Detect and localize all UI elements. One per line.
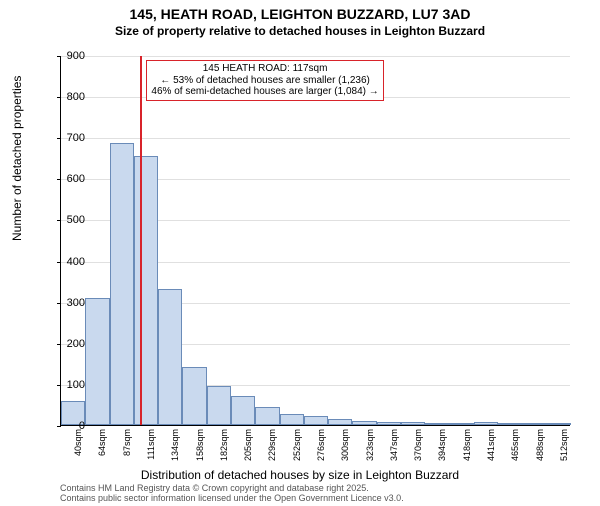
ytick-label: 700 xyxy=(55,132,85,144)
xtick-label: 276sqm xyxy=(316,429,326,469)
ytick-label: 100 xyxy=(55,379,85,391)
gridline xyxy=(61,138,570,139)
gridline xyxy=(61,56,570,57)
ytick-label: 600 xyxy=(55,173,85,185)
footer-line-2: Contains public sector information licen… xyxy=(60,494,404,504)
xtick-label: 370sqm xyxy=(413,429,423,469)
xtick-label: 87sqm xyxy=(122,429,132,469)
xtick-label: 158sqm xyxy=(195,429,205,469)
ytick-label: 500 xyxy=(55,214,85,226)
footer-attribution: Contains HM Land Registry data © Crown c… xyxy=(60,484,404,504)
histogram-bar xyxy=(280,414,304,426)
xtick-label: 40sqm xyxy=(73,429,83,469)
annotation-line: 145 HEATH ROAD: 117sqm xyxy=(151,63,378,75)
xtick-label: 134sqm xyxy=(170,429,180,469)
ytick-label: 900 xyxy=(55,50,85,62)
ytick-label: 200 xyxy=(55,338,85,350)
page-subtitle: Size of property relative to detached ho… xyxy=(0,24,600,38)
annotation-box: 145 HEATH ROAD: 117sqm← 53% of detached … xyxy=(146,60,383,101)
histogram-bar xyxy=(352,421,376,425)
histogram-bar xyxy=(522,423,546,425)
histogram-bar xyxy=(85,298,109,425)
histogram-bar xyxy=(207,386,231,425)
chart-plot-area: 40sqm64sqm87sqm111sqm134sqm158sqm182sqm2… xyxy=(60,56,570,426)
xtick-label: 64sqm xyxy=(97,429,107,469)
histogram-bar xyxy=(182,367,206,425)
ytick-label: 800 xyxy=(55,91,85,103)
page-title: 145, HEATH ROAD, LEIGHTON BUZZARD, LU7 3… xyxy=(0,6,600,22)
xtick-label: 418sqm xyxy=(462,429,472,469)
xtick-label: 252sqm xyxy=(292,429,302,469)
ytick-label: 0 xyxy=(55,420,85,432)
histogram-bar xyxy=(231,396,255,425)
histogram-bar xyxy=(255,407,279,426)
x-axis-label: Distribution of detached houses by size … xyxy=(0,468,600,482)
histogram-bar xyxy=(110,143,134,425)
ytick-label: 400 xyxy=(55,256,85,268)
histogram-bar xyxy=(304,416,328,425)
xtick-label: 512sqm xyxy=(559,429,569,469)
histogram-bar xyxy=(498,423,522,425)
xtick-label: 394sqm xyxy=(437,429,447,469)
histogram-bar xyxy=(450,423,474,425)
annotation-line: ← 53% of detached houses are smaller (1,… xyxy=(151,75,378,87)
ytick-label: 300 xyxy=(55,297,85,309)
histogram-bar xyxy=(401,422,425,425)
histogram-bar xyxy=(377,422,401,425)
histogram-bar xyxy=(474,422,498,425)
histogram-bar xyxy=(425,423,449,425)
xtick-label: 441sqm xyxy=(486,429,496,469)
y-axis-label: Number of detached properties xyxy=(10,76,24,241)
histogram-bar xyxy=(158,289,182,425)
xtick-label: 182sqm xyxy=(219,429,229,469)
histogram-bar xyxy=(134,156,158,425)
xtick-label: 300sqm xyxy=(340,429,350,469)
reference-line xyxy=(140,56,142,425)
annotation-line: 46% of semi-detached houses are larger (… xyxy=(151,86,378,98)
xtick-label: 111sqm xyxy=(146,429,156,469)
histogram-bar xyxy=(547,423,571,425)
xtick-label: 323sqm xyxy=(365,429,375,469)
xtick-label: 465sqm xyxy=(510,429,520,469)
xtick-label: 205sqm xyxy=(243,429,253,469)
histogram-bar xyxy=(328,419,352,425)
xtick-label: 347sqm xyxy=(389,429,399,469)
xtick-label: 229sqm xyxy=(267,429,277,469)
xtick-label: 488sqm xyxy=(535,429,545,469)
